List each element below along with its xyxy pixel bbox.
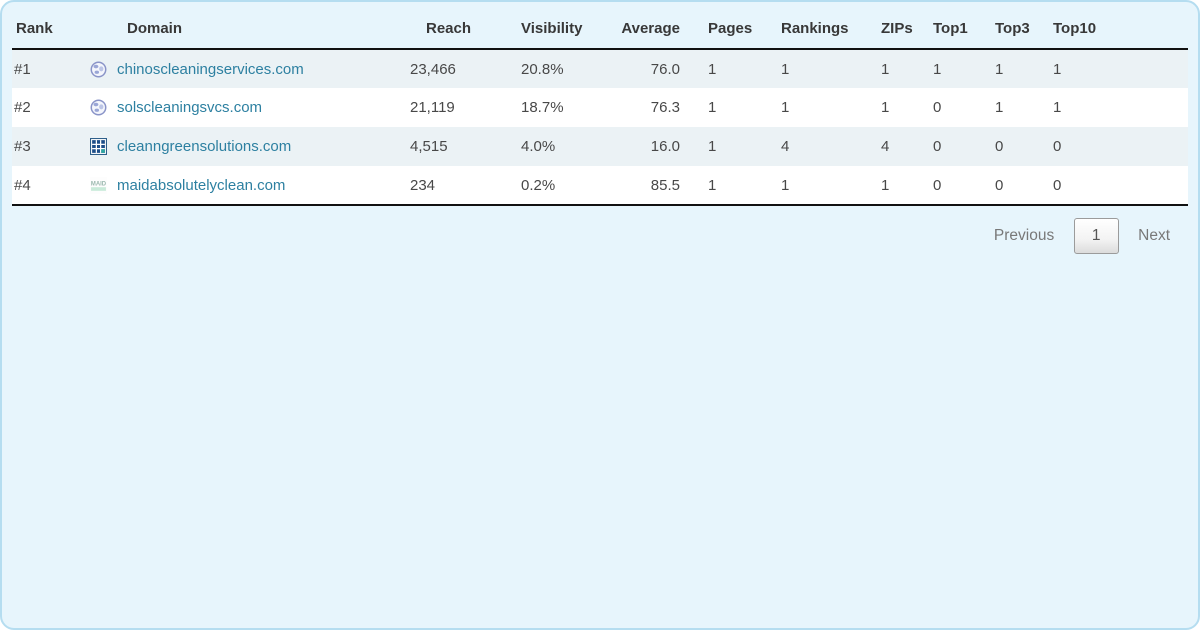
top10-cell: 1: [1053, 60, 1062, 78]
average-cell: 76.0: [650, 60, 680, 78]
pagination: Previous 1 Next: [2, 217, 1198, 257]
column-header-rankings: Rankings: [769, 2, 869, 50]
column-header-rank: Rank: [12, 2, 90, 50]
reach-cell: 234: [398, 166, 509, 206]
reach-cell: 23,466: [410, 60, 456, 78]
table-header-row: Rank Domain Reach Visibility Average Pag…: [12, 2, 1188, 50]
top10-cell: 0: [1053, 138, 1062, 155]
top1-cell: 1: [933, 60, 942, 78]
zips-cell: 1: [881, 99, 890, 116]
domain-cell: cleanngreensolutions.com: [90, 127, 398, 166]
average-cell: 76.3: [650, 99, 680, 116]
rankings-cell: 1: [769, 166, 869, 206]
page-1-button[interactable]: 1: [1073, 218, 1119, 254]
pages-cell: 1: [708, 60, 717, 78]
pages-cell: 1: [696, 166, 769, 206]
column-header-pages: Pages: [696, 2, 769, 50]
column-header-average: Average: [614, 2, 696, 50]
rankings-table-wrap: Rank Domain Reach Visibility Average Pag…: [2, 2, 1198, 206]
column-header-zips: ZIPs: [869, 2, 921, 50]
zips-cell: 4: [881, 138, 890, 155]
rankings-cell: 4: [781, 138, 790, 155]
previous-page-button[interactable]: Previous: [993, 227, 1055, 244]
top10-cell: 1: [1053, 99, 1062, 116]
favicon-grid-icon: [90, 138, 107, 155]
top1-cell: 0: [933, 99, 942, 116]
top1-cell: 0: [933, 138, 942, 155]
reach-cell: 21,119: [410, 99, 455, 116]
domain-link[interactable]: cleanngreensolutions.com: [117, 138, 292, 155]
top10-cell: 0: [1041, 166, 1188, 206]
visibility-cell: 4.0%: [521, 138, 556, 155]
column-header-reach: Reach: [398, 2, 509, 50]
next-page-button[interactable]: Next: [1138, 227, 1170, 244]
top3-cell: 1: [995, 99, 1004, 116]
average-cell: 16.0: [650, 138, 680, 155]
top3-cell: 0: [995, 138, 1004, 155]
rank-cell: #4: [12, 166, 90, 206]
column-header-top10: Top10: [1041, 2, 1188, 50]
pages-cell: 1: [708, 99, 717, 116]
top3-cell: 1: [995, 60, 1004, 78]
rankings-cell: 1: [781, 99, 790, 116]
table-row: #3: [12, 127, 1188, 166]
table-row: #4 MAID maidabsolutelyclean.com: [12, 166, 1188, 206]
rank-cell: #2: [14, 99, 31, 116]
column-header-top3: Top3: [983, 2, 1041, 50]
domain-link[interactable]: solscleaningsvcs.com: [117, 99, 263, 116]
favicon-globe-icon: [90, 99, 107, 116]
column-header-top1: Top1: [921, 2, 983, 50]
favicon-globe-icon: [90, 61, 107, 78]
visibility-cell: 20.8%: [521, 60, 564, 78]
domain-cell: chinoscleaningservices.com: [90, 49, 398, 88]
column-header-visibility: Visibility: [509, 2, 614, 50]
top1-cell: 0: [921, 166, 983, 206]
zips-cell: 1: [869, 166, 921, 206]
rank-cell: #1: [14, 60, 31, 78]
table-row: #2 solscleaningsvcs.co: [12, 88, 1188, 127]
reach-cell: 4,515: [410, 138, 448, 155]
visibility-cell: 0.2%: [509, 166, 614, 206]
domain-link[interactable]: maidabsolutelyclean.com: [117, 176, 286, 194]
visibility-cell: 18.7%: [521, 99, 564, 116]
rank-cell: #3: [14, 138, 31, 155]
top3-cell: 0: [983, 166, 1041, 206]
zips-cell: 1: [881, 60, 890, 78]
domain-link[interactable]: chinoscleaningservices.com: [117, 60, 304, 78]
rankings-cell: 1: [781, 60, 790, 78]
svg-text:MAID: MAID: [91, 181, 107, 187]
domain-cell: MAID maidabsolutelyclean.com: [90, 166, 398, 206]
average-cell: 85.5: [614, 166, 696, 206]
pages-cell: 1: [708, 138, 717, 155]
domain-cell: solscleaningsvcs.com: [90, 88, 398, 127]
rankings-table: Rank Domain Reach Visibility Average Pag…: [12, 2, 1188, 206]
favicon-maid-logo-icon: MAID: [90, 176, 107, 194]
column-header-domain: Domain: [90, 2, 398, 50]
table-row: #1 chinoscleaningservi: [12, 49, 1188, 88]
